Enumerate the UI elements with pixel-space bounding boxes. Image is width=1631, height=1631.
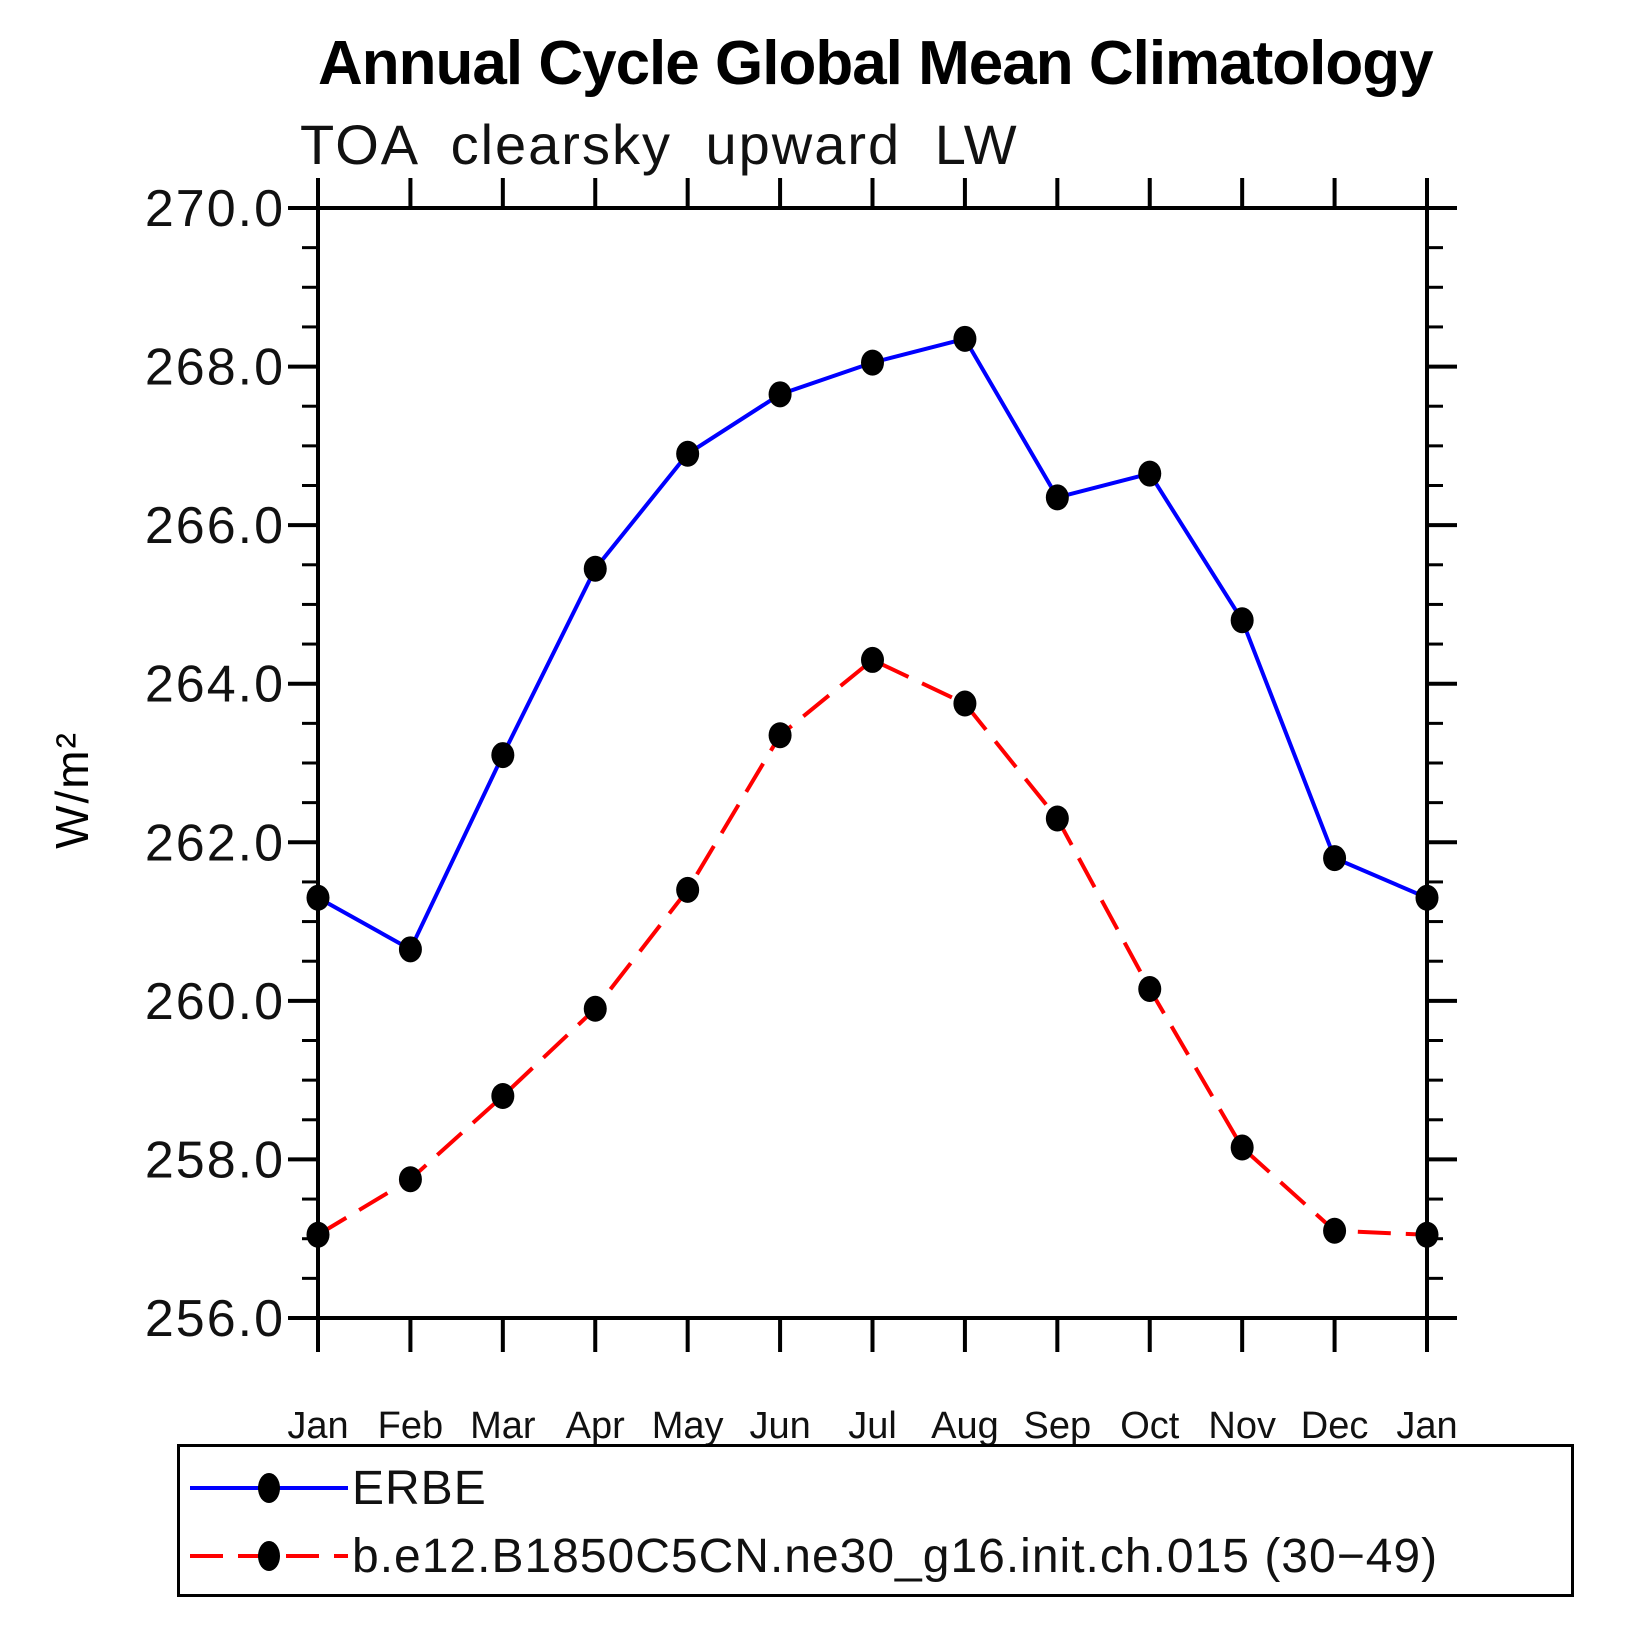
data-point: [1045, 484, 1069, 511]
x-tick-label: Mar: [470, 1405, 536, 1447]
plot-frame: [316, 206, 1429, 1320]
chart-title: Annual Cycle Global Mean Climatology: [318, 29, 1434, 98]
y-tick-label: 268.0: [145, 339, 285, 397]
data-point: [398, 936, 422, 963]
data-point: [676, 876, 700, 903]
x-tick-label: May: [652, 1405, 724, 1447]
x-tick-label: Nov: [1208, 1405, 1276, 1447]
data-point: [583, 995, 607, 1022]
legend-sample-dashed-line: [190, 1541, 348, 1571]
data-point: [861, 646, 884, 673]
data-point: [1230, 607, 1254, 634]
legend-label-erbe: ERBE: [352, 1461, 487, 1515]
x-tick-label: Jun: [749, 1405, 810, 1447]
data-point: [1230, 1134, 1254, 1161]
y-tick-label: 256.0: [145, 1290, 285, 1348]
series-line-erbe: [317, 336, 1428, 953]
plot-frame-rect: [316, 206, 1429, 1320]
data-point-markers: [306, 325, 1439, 1248]
series-line-model: [316, 657, 1428, 1237]
series-lines: [316, 336, 1428, 1237]
data-point: [1045, 805, 1069, 832]
x-tick-label: Jan: [287, 1405, 348, 1447]
y-tick-label: 270.0: [145, 180, 285, 238]
y-tick-label: 264.0: [145, 656, 285, 714]
legend-marker-dot: [258, 1541, 280, 1571]
data-point: [491, 742, 515, 769]
x-tick-label: Aug: [931, 1405, 999, 1447]
data-point: [953, 325, 977, 352]
legend-sample-solid-line: [190, 1473, 348, 1503]
legend-label-model: b.e12.B1850C5CN.ne30_g16.init.ch.015 (30…: [352, 1529, 1439, 1583]
x-tick-label: Dec: [1301, 1405, 1369, 1447]
data-point: [768, 722, 792, 749]
y-tick-label: 266.0: [145, 497, 285, 555]
y-tick-label: 260.0: [145, 973, 285, 1031]
x-tick-label: Apr: [566, 1405, 625, 1447]
data-point: [953, 690, 977, 717]
data-point: [1138, 460, 1162, 487]
data-point: [676, 440, 700, 467]
axis-tick-labels: Jan Feb Mar Apr May Jun Jul Aug Sep Oct Nov Dec Jan 2…: [145, 180, 1458, 1447]
x-tick-label: Jan: [1396, 1405, 1457, 1447]
data-point: [491, 1083, 515, 1109]
legend-row-model: b.e12.B1850C5CN.ne30_g16.init.ch.015 (30…: [188, 1530, 1438, 1583]
y-tick-label: 258.0: [145, 1131, 285, 1189]
data-point: [398, 1166, 422, 1193]
x-tick-label: Sep: [1024, 1405, 1092, 1447]
data-point: [768, 381, 792, 408]
data-point: [1323, 1217, 1347, 1244]
legend-row-erbe: ERBE: [188, 1462, 487, 1515]
data-point: [861, 349, 884, 376]
axis-ticks: [288, 178, 1457, 1352]
legend-box: ERBE b.e12.B1850C5CN.ne30_g16.init.ch.01…: [177, 1444, 1574, 1597]
data-point: [1323, 845, 1347, 872]
y-tick-label: 262.0: [145, 814, 285, 872]
data-point: [1138, 975, 1162, 1002]
x-tick-label: Jul: [848, 1405, 897, 1447]
x-tick-label: Oct: [1120, 1405, 1180, 1447]
data-point: [583, 555, 607, 582]
legend-marker-dot: [258, 1473, 280, 1503]
chart-subtitle: TOA clearsky upward LW: [300, 113, 1019, 176]
x-tick-label: Feb: [378, 1405, 443, 1447]
